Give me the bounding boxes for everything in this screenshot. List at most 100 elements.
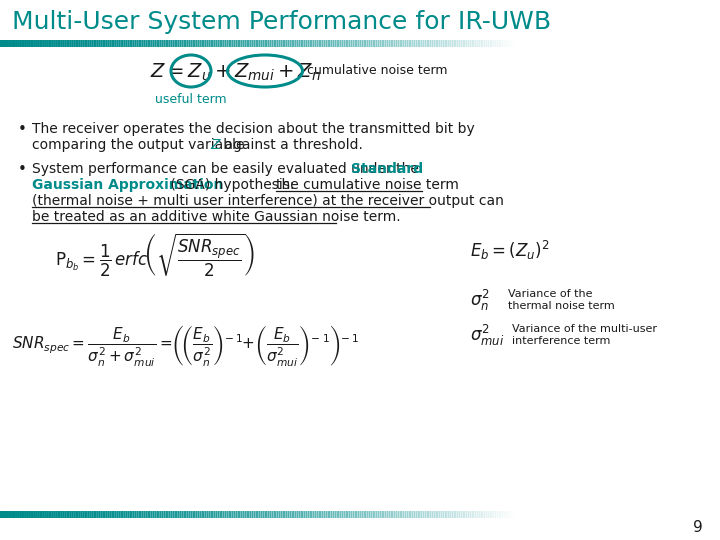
Text: $\sigma_{mui}^2$: $\sigma_{mui}^2$ <box>470 322 505 348</box>
Text: against a threshold.: against a threshold. <box>220 138 363 152</box>
Bar <box>639 511 642 518</box>
Bar <box>659 40 662 47</box>
Bar <box>539 511 541 518</box>
Bar <box>173 511 176 518</box>
Bar <box>517 511 519 518</box>
Bar <box>37 40 40 47</box>
Bar <box>279 511 282 518</box>
Bar <box>515 511 518 518</box>
Bar <box>299 511 302 518</box>
Bar <box>256 40 258 47</box>
Bar <box>54 40 57 47</box>
Bar <box>204 511 206 518</box>
Bar <box>433 511 436 518</box>
Bar <box>299 40 302 47</box>
Bar <box>544 511 546 518</box>
Text: $E_b = \left(Z_u\right)^2$: $E_b = \left(Z_u\right)^2$ <box>470 239 549 261</box>
Bar <box>289 40 292 47</box>
Bar <box>431 40 433 47</box>
Bar <box>654 511 656 518</box>
Bar <box>577 511 580 518</box>
Bar <box>230 511 233 518</box>
Bar <box>464 511 467 518</box>
Bar <box>459 511 462 518</box>
Bar <box>65 40 68 47</box>
Bar <box>598 40 600 47</box>
Bar <box>137 511 140 518</box>
Text: $Z = Z_u + Z_{mui} + Z_n$: $Z = Z_u + Z_{mui} + Z_n$ <box>150 62 320 83</box>
Bar <box>395 40 397 47</box>
Bar <box>252 511 255 518</box>
Bar <box>227 511 230 518</box>
Bar <box>107 40 109 47</box>
Bar <box>441 40 444 47</box>
Bar <box>160 40 163 47</box>
Bar <box>239 40 242 47</box>
Bar <box>196 40 199 47</box>
Bar <box>101 40 104 47</box>
Bar <box>272 40 274 47</box>
Bar <box>353 511 356 518</box>
Bar <box>306 40 309 47</box>
Bar <box>711 511 714 518</box>
Bar <box>536 40 539 47</box>
Bar <box>335 40 338 47</box>
Bar <box>608 40 611 47</box>
Bar <box>218 511 220 518</box>
Bar <box>43 40 46 47</box>
Bar <box>166 40 168 47</box>
Bar <box>347 40 350 47</box>
Bar <box>259 40 262 47</box>
Bar <box>245 40 248 47</box>
Bar <box>157 40 159 47</box>
Bar <box>518 511 521 518</box>
Bar <box>410 511 413 518</box>
Bar <box>47 511 50 518</box>
Bar <box>526 511 528 518</box>
Bar <box>287 511 289 518</box>
Bar <box>6 40 8 47</box>
Bar <box>685 511 688 518</box>
Bar <box>665 40 667 47</box>
Bar <box>356 40 359 47</box>
Bar <box>40 511 42 518</box>
Bar <box>337 511 339 518</box>
Bar <box>557 511 559 518</box>
Bar <box>229 511 231 518</box>
Bar <box>227 40 230 47</box>
Text: Variance of the multi-user
interference term: Variance of the multi-user interference … <box>512 324 657 346</box>
Bar <box>590 40 593 47</box>
Bar <box>279 40 282 47</box>
Bar <box>549 511 552 518</box>
Bar <box>649 511 652 518</box>
Bar <box>130 40 132 47</box>
Bar <box>470 511 472 518</box>
Bar <box>306 511 309 518</box>
Bar <box>714 40 717 47</box>
Bar <box>274 40 276 47</box>
Bar <box>482 40 485 47</box>
Bar <box>53 511 55 518</box>
Bar <box>385 40 388 47</box>
Bar <box>479 40 482 47</box>
Bar <box>428 511 431 518</box>
Bar <box>344 511 346 518</box>
Bar <box>135 40 138 47</box>
Bar <box>365 511 368 518</box>
Bar <box>331 511 334 518</box>
Bar <box>29 40 32 47</box>
Bar <box>193 511 195 518</box>
Bar <box>684 511 687 518</box>
Bar <box>130 511 132 518</box>
Bar <box>323 511 325 518</box>
Bar <box>562 511 564 518</box>
Bar <box>179 511 181 518</box>
Bar <box>27 40 30 47</box>
Bar <box>325 511 328 518</box>
Bar <box>497 511 500 518</box>
Bar <box>191 511 194 518</box>
Bar <box>1 40 4 47</box>
Bar <box>468 511 471 518</box>
Bar <box>490 511 492 518</box>
Bar <box>554 511 557 518</box>
